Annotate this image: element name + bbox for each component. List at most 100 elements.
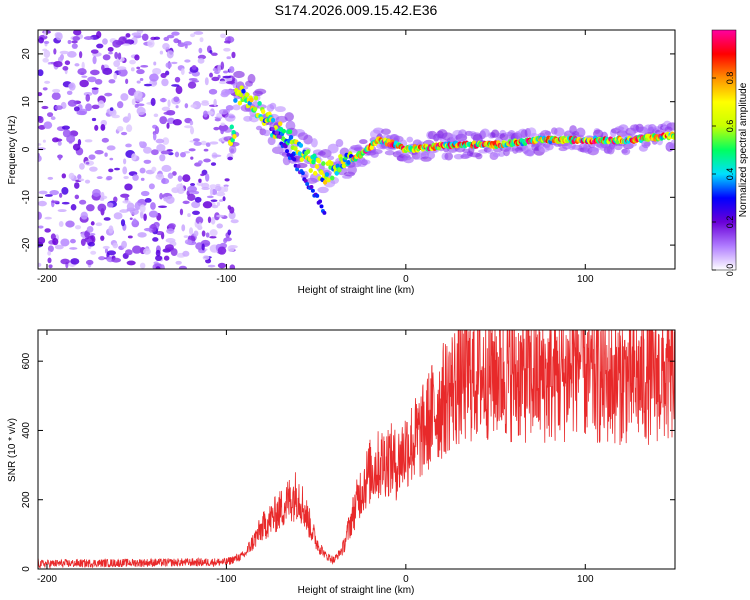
signal-streak bbox=[309, 185, 314, 190]
noise-blob bbox=[41, 105, 49, 110]
noise-blob bbox=[150, 202, 156, 210]
noise-blob bbox=[202, 255, 210, 261]
noise-blob bbox=[86, 226, 94, 233]
snr-x-tick-label: -200 bbox=[37, 574, 57, 585]
noise-blob bbox=[224, 178, 230, 182]
signal-halo bbox=[317, 186, 329, 194]
signal-halo bbox=[458, 129, 467, 139]
signal-halo bbox=[284, 112, 294, 122]
noise-blob bbox=[136, 103, 145, 107]
noise-blob bbox=[78, 51, 83, 59]
signal-halo bbox=[380, 128, 391, 135]
noise-blob bbox=[193, 141, 202, 146]
noise-blob bbox=[217, 64, 222, 73]
noise-blob bbox=[114, 167, 121, 171]
noise-blob bbox=[47, 112, 54, 118]
noise-blob bbox=[58, 220, 64, 227]
signal-halo bbox=[444, 152, 453, 161]
noise-blob bbox=[141, 33, 149, 41]
signal-streak bbox=[322, 210, 327, 215]
noise-blob bbox=[209, 141, 219, 145]
signal-streak bbox=[295, 167, 300, 172]
signal-halo bbox=[427, 151, 436, 160]
noise-blob bbox=[106, 175, 113, 181]
noise-blob bbox=[184, 239, 193, 245]
signal-core bbox=[232, 134, 237, 139]
noise-blob bbox=[129, 59, 136, 65]
signal-core bbox=[329, 161, 334, 166]
noise-blob bbox=[210, 216, 216, 225]
noise-blob bbox=[216, 214, 225, 218]
noise-blob bbox=[153, 36, 161, 40]
noise-blob bbox=[99, 197, 105, 201]
noise-blob bbox=[106, 145, 116, 151]
figure-title: S174.2026.009.15.42.E36 bbox=[274, 2, 438, 18]
noise-blob bbox=[173, 96, 180, 103]
signal-halo bbox=[361, 159, 371, 165]
noise-blob bbox=[191, 65, 197, 70]
noise-blob bbox=[159, 154, 166, 162]
noise-blob bbox=[59, 192, 63, 198]
snr-y-tick-label: 0 bbox=[21, 566, 32, 572]
noise-blob bbox=[178, 265, 187, 269]
signal-halo bbox=[406, 136, 414, 143]
noise-blob bbox=[220, 122, 225, 126]
noise-blob bbox=[134, 201, 142, 211]
signal-core bbox=[252, 106, 258, 112]
signal-core bbox=[316, 158, 322, 164]
noise-blob bbox=[44, 194, 53, 197]
noise-blob bbox=[168, 223, 176, 229]
noise-blob bbox=[125, 78, 129, 85]
noise-blob bbox=[189, 120, 194, 126]
noise-blob bbox=[203, 158, 211, 163]
spectrogram-x-tick-label: 100 bbox=[577, 274, 594, 285]
noise-blob bbox=[163, 36, 170, 42]
noise-blob bbox=[111, 114, 120, 119]
noise-blob bbox=[211, 204, 219, 209]
noise-blob bbox=[214, 118, 221, 122]
signal-halo bbox=[575, 127, 586, 138]
noise-blob bbox=[166, 228, 175, 234]
noise-blob bbox=[170, 248, 178, 256]
noise-blob bbox=[76, 110, 87, 116]
noise-blob bbox=[152, 237, 159, 242]
noise-blob bbox=[38, 143, 42, 146]
noise-blob bbox=[38, 236, 46, 245]
signal-core bbox=[330, 175, 335, 181]
signal-streak bbox=[285, 149, 290, 154]
colorbar-label: Normalized spectral amplitude bbox=[738, 82, 749, 217]
noise-blob bbox=[113, 60, 121, 68]
noise-blob bbox=[47, 257, 52, 264]
noise-blob bbox=[207, 264, 216, 268]
noise-blob bbox=[189, 126, 195, 135]
signal-halo bbox=[255, 125, 263, 131]
noise-blob bbox=[172, 119, 182, 126]
noise-blob bbox=[209, 229, 218, 237]
noise-blob bbox=[101, 137, 109, 143]
noise-blob bbox=[160, 264, 165, 269]
noise-blob bbox=[228, 211, 236, 220]
noise-blob bbox=[192, 210, 200, 215]
noise-blob bbox=[111, 257, 121, 263]
noise-blob bbox=[171, 84, 180, 87]
noise-blob bbox=[143, 83, 153, 87]
noise-blob bbox=[210, 162, 217, 166]
signal-streak bbox=[296, 164, 301, 169]
noise-blob bbox=[127, 235, 133, 239]
noise-blob bbox=[102, 245, 110, 250]
noise-blob bbox=[90, 69, 100, 76]
noise-blob bbox=[96, 43, 104, 49]
noise-blob bbox=[183, 150, 191, 154]
signal-halo bbox=[303, 134, 313, 145]
noise-blob bbox=[72, 143, 81, 151]
noise-blob bbox=[81, 61, 85, 70]
noise-blob bbox=[54, 244, 64, 250]
noise-blob bbox=[131, 32, 142, 37]
signal-halo bbox=[544, 143, 554, 151]
noise-blob bbox=[79, 199, 87, 205]
spectrogram-y-tick-label: 10 bbox=[21, 96, 32, 108]
noise-blob bbox=[104, 152, 108, 157]
noise-blob bbox=[124, 39, 135, 45]
signal-core bbox=[259, 116, 264, 122]
noise-blob bbox=[77, 139, 82, 146]
